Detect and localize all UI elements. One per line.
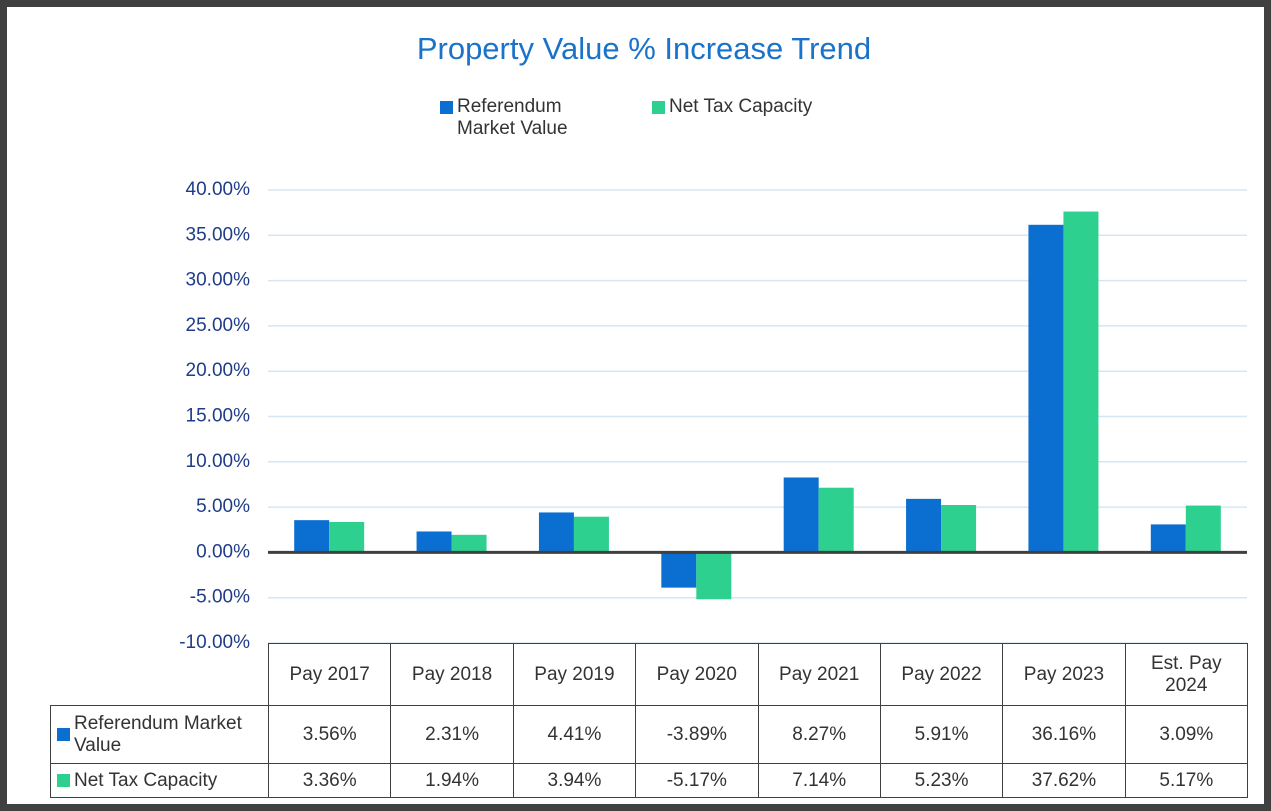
table-header-cell: Est. Pay 2024 [1124,643,1248,706]
table-header-cell: Pay 2019 [512,643,637,706]
bar [1028,224,1064,553]
chart-title: Property Value % Increase Trend [417,31,871,66]
table-header-cell: Pay 2022 [879,643,1004,706]
table-value-cell: -5.17% [635,763,759,798]
table-header-cell: Pay 2020 [635,643,759,706]
bar [906,498,942,553]
bar [1185,505,1221,553]
y-tick-label: 0.00% [196,541,250,562]
legend-label: Net Tax Capacity [669,96,813,117]
table-header-cell: Pay 2017 [268,643,392,706]
table-value-cell: 5.23% [879,763,1004,798]
y-tick-label: 15.00% [186,406,251,427]
y-tick-label: 40.00% [186,179,251,200]
bar [1150,524,1186,553]
bar [294,520,330,553]
table-header-cell: Pay 2021 [757,643,881,706]
table-row-label: Net Tax Capacity [50,763,269,798]
table-value-cell: 36.16% [1002,705,1126,764]
table-value-cell: -3.89% [635,705,759,764]
bar [1063,211,1099,553]
table-value-cell: 5.91% [879,705,1004,764]
row-label-text: Net Tax Capacity [74,769,218,791]
y-tick-label: 35.00% [186,224,251,245]
bar [538,512,574,553]
legend-swatch [57,774,70,787]
row-label-text: Referendum Market Value [74,712,242,756]
table-value-cell: 3.36% [268,763,392,798]
legend-swatch [440,101,453,114]
legend-item: Net Tax Capacity [652,96,872,118]
table-value-cell: 3.09% [1124,705,1248,764]
legend-label: Referendum Market Value [457,96,568,139]
table-header-cell: Pay 2018 [390,643,514,706]
table-value-cell: 37.62% [1002,763,1126,798]
y-tick-label: 20.00% [186,360,251,381]
table-value-cell: 8.27% [757,705,881,764]
y-tick-label: 5.00% [196,496,250,517]
y-tick-label: 10.00% [186,451,251,472]
bar [783,477,819,553]
bar [818,487,854,553]
bar [941,505,977,553]
table-value-cell: 3.94% [512,763,637,798]
bar [451,534,487,553]
legend-swatch [57,728,70,741]
table-header-cell: Pay 2023 [1002,643,1126,706]
table-value-cell: 3.56% [268,705,392,764]
bar [661,552,697,588]
bar [696,552,732,600]
table-value-cell: 5.17% [1124,763,1248,798]
bar [573,516,609,553]
legend-swatch [652,101,665,114]
y-tick-label: 30.00% [186,270,251,291]
y-tick-label: -5.00% [190,587,250,608]
table-row-label: Referendum Market Value [50,705,269,764]
bar [329,521,365,553]
table-value-cell: 7.14% [757,763,881,798]
table-value-cell: 1.94% [390,763,514,798]
table-value-cell: 2.31% [390,705,514,764]
y-tick-label: 25.00% [186,315,251,336]
y-tick-label: -10.00% [179,632,250,653]
legend-item: Referendum Market Value [440,96,600,140]
bar [416,531,452,553]
table-value-cell: 4.41% [512,705,637,764]
